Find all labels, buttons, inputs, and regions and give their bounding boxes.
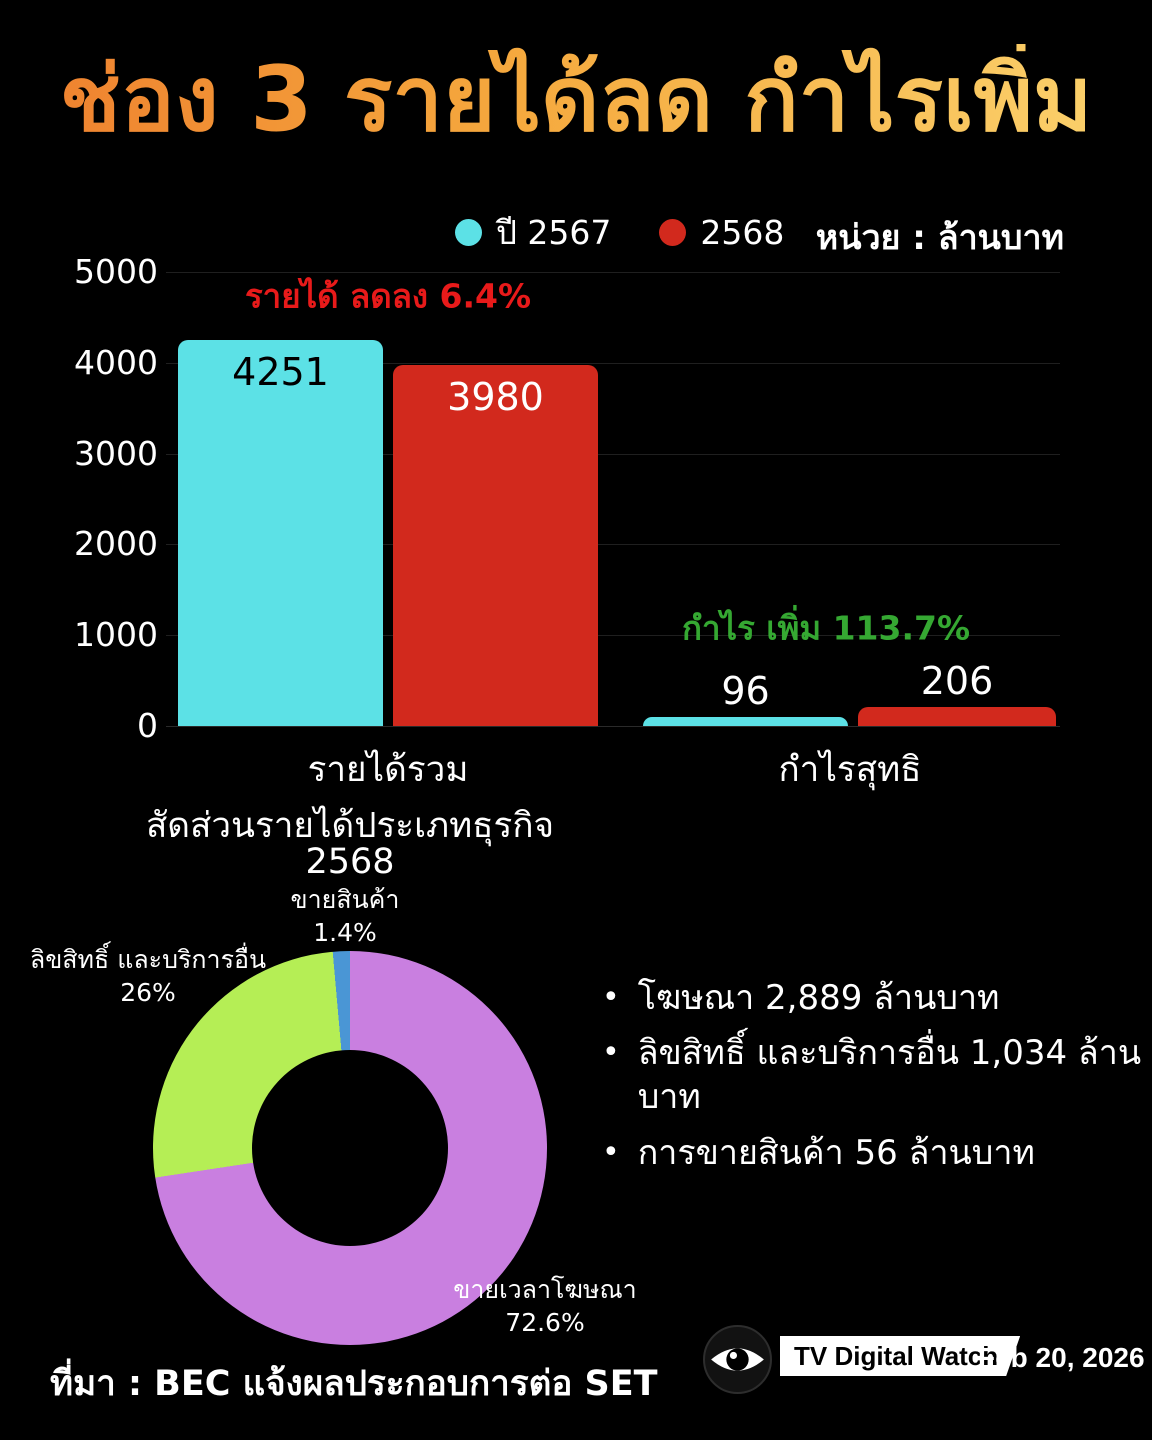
bullet-item: • การขายสินค้า 56 ล้านบาท (602, 1131, 1142, 1175)
unit-label: หน่วย : ล้านบาท (815, 218, 1064, 258)
legend-label: 2568 (700, 213, 785, 252)
chart-annotation: กำไร เพิ่ม 113.7% (681, 608, 971, 648)
x-axis-category-label: กำไรสุทธิ (778, 750, 922, 790)
bar-cat0-series1: 3980 (393, 365, 598, 726)
bar-cat0-series0: 4251 (178, 340, 383, 726)
bullet-text: ลิขสิทธิ์ และบริการอื่น 1,034 ล้านบาท (637, 1033, 1142, 1118)
pie-slice-name: ขายสินค้า (290, 885, 400, 914)
pie-slice-label: ลิขสิทธิ์ และบริการอื่น 26% (30, 944, 266, 1009)
y-axis-tick-label: 2000 (74, 524, 158, 564)
bullet-dot-icon: • (602, 1134, 620, 1170)
legend-dot-icon (455, 219, 482, 246)
pie-slice-percent: 1.4% (313, 917, 377, 947)
y-axis-tick-label: 5000 (74, 252, 158, 291)
bar-cat1-series0: 96 (643, 669, 848, 726)
bullet-text: โฆษณา 2,889 ล้านบาท (637, 978, 1000, 1018)
y-axis-tick-label: 3000 (74, 433, 158, 473)
donut-hole (252, 1050, 448, 1246)
chart-annotation: รายได้ ลดลง 6.4% (244, 276, 532, 316)
bar-value-label: 206 (920, 659, 994, 703)
pie-slice-name: ลิขสิทธิ์ และบริการอื่น (29, 945, 267, 974)
bar-cat1-series1: 206 (858, 659, 1056, 726)
bullet-item: • โฆษณา 2,889 ล้านบาท (602, 976, 1142, 1020)
pie-slice-label: ขายเวลาโฆษณา 72.6% (453, 1274, 636, 1339)
page-title: ช่อง 3 รายได้ลด กำไรเพิ่ม (0, 44, 1152, 157)
pie-slice-label: ขายสินค้า 1.4% (291, 884, 400, 949)
bar-value-label: 3980 (447, 375, 544, 419)
brand-badge: TV Digital Watch (780, 1336, 1020, 1376)
x-axis-category-label: รายได้รวม (307, 750, 469, 790)
chart-legend: ปี 2567 2568 (455, 206, 784, 259)
y-axis-tick-label: 0 (137, 706, 158, 745)
bullet-text: การขายสินค้า 56 ล้านบาท (637, 1132, 1035, 1173)
pie-slice-percent: 72.6% (505, 1307, 585, 1337)
donut-chart (153, 951, 547, 1345)
pie-chart-title: สัดส่วนรายได้ประเภทธุรกิจ (145, 806, 555, 846)
bullet-item: • ลิขสิทธิ์ และบริการอื่น 1,034 ล้านบาท (602, 1031, 1142, 1119)
date-label: Feb 20, 2026 (978, 1342, 1145, 1373)
bullet-dot-icon: • (602, 980, 620, 1015)
bar-value-label: 96 (721, 669, 770, 713)
bullet-list: • โฆษณา 2,889 ล้านบาท • ลิขสิทธิ์ และบริ… (602, 976, 1142, 1175)
y-axis-tick-label: 4000 (74, 342, 158, 382)
gridline-0 (166, 726, 1060, 727)
bar-value-label: 4251 (232, 350, 329, 394)
pie-slice-percent: 26% (120, 977, 176, 1007)
pie-slice-name: ขายเวลาโฆษณา (453, 1275, 637, 1304)
eye-logo-icon (703, 1325, 772, 1394)
legend-item: 2568 (659, 213, 784, 252)
bullet-dot-icon: • (602, 1035, 620, 1071)
pie-chart-subtitle: 2568 (305, 842, 395, 882)
gridline-3000 (166, 453, 1060, 455)
gridline-5000 (166, 272, 1060, 273)
legend-item: ปี 2567 (455, 206, 611, 259)
source-text: ที่มา : BEC แจ้งผลประกอบการต่อ SET (50, 1364, 658, 1404)
gridline-2000 (166, 544, 1060, 546)
y-axis-tick-label: 1000 (74, 615, 158, 655)
gridline-1000 (166, 635, 1060, 637)
gridline-4000 (166, 362, 1060, 364)
legend-dot-icon (659, 219, 687, 246)
legend-label: ปี 2567 (496, 213, 612, 252)
